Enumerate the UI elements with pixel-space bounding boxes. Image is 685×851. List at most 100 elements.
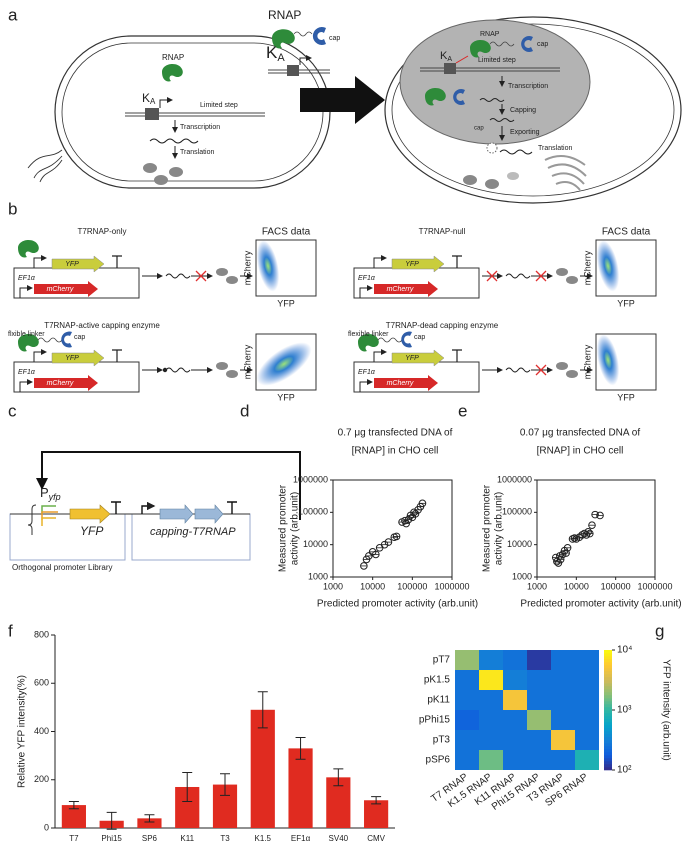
rnap-icon [18, 239, 39, 258]
terminator [112, 349, 122, 362]
chart-title: [RNAP] in CHO cell [352, 446, 439, 457]
colorbar-step [604, 707, 612, 711]
row-label: pT3 [433, 735, 451, 746]
bar [250, 709, 275, 828]
linker-label: flexible linker [348, 331, 389, 338]
x-tick-label: 1000000 [637, 581, 672, 591]
heat-cell [479, 650, 503, 670]
colorbar-step [604, 758, 612, 762]
block-x [195, 270, 207, 282]
facs-y-label: mCherry [242, 250, 252, 285]
colorbar-step [604, 767, 612, 771]
x-tick-label: 1000 [323, 581, 343, 591]
rnap-label: RNAP [268, 8, 301, 22]
y-tick-label: 200 [34, 774, 49, 784]
promoter [359, 285, 373, 298]
terminator [452, 255, 462, 268]
colorbar-step [604, 722, 612, 726]
heat-cell [479, 670, 503, 690]
error-bar [295, 737, 306, 760]
gene-label: YFP [405, 261, 419, 268]
x-tick-label: SP6 [142, 834, 158, 843]
y-axis-label: activity (arb.unit) [290, 492, 301, 565]
y-tick-label: 100000 [298, 507, 328, 517]
promoter-label: EF1α [358, 369, 376, 376]
cap-label: cap [329, 35, 340, 42]
x-axis-label: Predicted promoter activity (arb.unit) [317, 599, 478, 610]
x-tick-label: 10000 [564, 581, 589, 591]
promoter [19, 379, 33, 392]
bar [137, 818, 162, 828]
colorbar-step [604, 752, 612, 756]
transcription: Transcription [180, 124, 220, 131]
heat-cell [479, 750, 503, 770]
colorbar-step [604, 674, 612, 678]
block-x [486, 270, 498, 282]
heat-cell [455, 750, 479, 770]
colorbar-step [604, 710, 612, 714]
y-tick-label: 1000000 [293, 474, 328, 484]
row-label: pK11 [427, 695, 450, 706]
colorbar-step [604, 761, 612, 765]
facs-cloud [256, 240, 280, 292]
panel-label: d [240, 401, 249, 420]
colorbar-step [604, 734, 612, 738]
terminator [452, 349, 462, 362]
reporter-label: mCherry [47, 380, 74, 387]
colorbar-step [604, 749, 612, 753]
translation: Translation [180, 149, 214, 156]
circuit [9, 451, 301, 561]
linker [377, 337, 403, 343]
error-bar [220, 773, 230, 796]
colorbar-tick-label: 10³ [617, 705, 632, 716]
y-tick-label: 800 [34, 629, 49, 639]
error-bar [257, 691, 268, 729]
colorbar-step [604, 725, 612, 729]
enzyme-label: capping-T7RNAP [150, 526, 236, 538]
ka: K [142, 91, 150, 105]
reporter-label: mCherry [47, 286, 74, 293]
colorbar-step [604, 740, 612, 744]
heat-cell [503, 650, 527, 670]
heat-cell [455, 670, 479, 690]
chart-title: 0.07 μg transfected DNA of [520, 428, 640, 439]
y-tick-label: 0 [44, 822, 49, 832]
colorbar-step [604, 656, 612, 660]
protein [566, 276, 578, 284]
gene-mcherry [34, 281, 98, 297]
mammalian-cell [384, 16, 682, 204]
rnap-icon [358, 333, 379, 352]
heat-cell [527, 730, 551, 750]
panel-label: b [8, 199, 17, 218]
facs-y-label: mCherry [582, 344, 592, 379]
promoter-sub: yfp [48, 492, 61, 502]
colorbar-label: YFP intensity (arb.unit) [660, 659, 671, 761]
promoter-label: EF1α [358, 275, 376, 282]
x-tick-label: T7 [69, 834, 79, 843]
heat-cell [455, 710, 479, 730]
heat-cell [479, 710, 503, 730]
library-label: Orthogonal promoter Library [12, 563, 113, 572]
x-tick-label: T3 [220, 834, 230, 843]
heat-cell [575, 710, 599, 730]
y-tick-label: 1000 [512, 571, 532, 581]
x-tick-label: K1.5 [255, 834, 272, 843]
gene-label: YFP [65, 261, 79, 268]
error-bar [106, 811, 117, 830]
construct-title: T7RNAP-only [78, 227, 127, 236]
colorbar-step [604, 668, 612, 672]
mrna [505, 367, 531, 373]
colorbar-step [604, 650, 612, 654]
gene-yfp [391, 255, 445, 273]
error-bar [371, 796, 382, 805]
plot-frame [536, 479, 656, 578]
gene-yfp [391, 349, 445, 367]
colorbar-step [604, 713, 612, 717]
gene-mcherry [34, 375, 98, 391]
colorbar-step [604, 728, 612, 732]
heat-cell [551, 710, 575, 730]
heat-cell [575, 650, 599, 670]
protein [566, 370, 578, 378]
colorbar-tick-label: 10⁴ [617, 645, 632, 656]
